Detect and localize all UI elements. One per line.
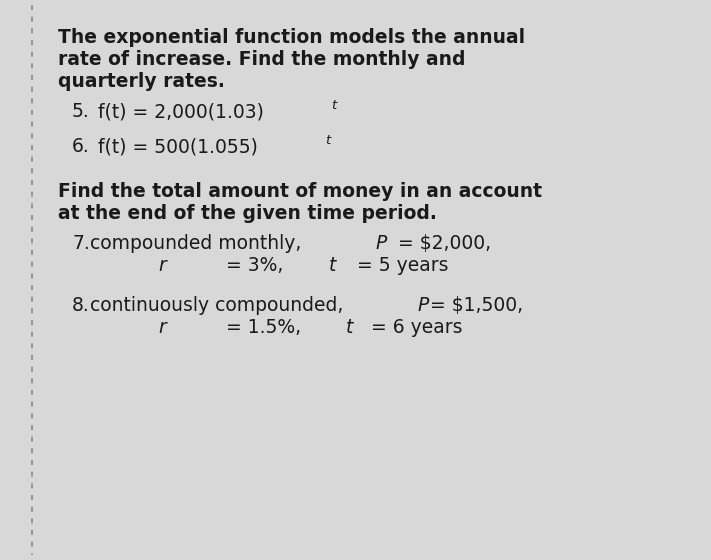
- Text: r: r: [159, 256, 166, 276]
- Text: 6.: 6.: [72, 137, 90, 156]
- Text: 7.: 7.: [72, 235, 90, 253]
- Text: t: t: [346, 318, 353, 337]
- Text: = 5 years: = 5 years: [351, 256, 448, 276]
- Text: at the end of the given time period.: at the end of the given time period.: [58, 204, 437, 223]
- Text: P: P: [418, 296, 429, 315]
- Text: r: r: [159, 318, 166, 337]
- Text: rate of increase. Find the monthly and: rate of increase. Find the monthly and: [58, 50, 466, 69]
- Text: = 3%,: = 3%,: [220, 256, 289, 276]
- Text: continuously compounded,: continuously compounded,: [90, 296, 349, 315]
- Text: = 6 years: = 6 years: [365, 318, 462, 337]
- Text: t: t: [328, 256, 336, 276]
- Text: 8.: 8.: [72, 296, 90, 315]
- Text: The exponential function models the annual: The exponential function models the annu…: [58, 28, 525, 47]
- Text: quarterly rates.: quarterly rates.: [58, 72, 225, 91]
- Text: Find the total amount of money in an account: Find the total amount of money in an acc…: [58, 183, 542, 202]
- Text: f(t) = 2,000(1.03): f(t) = 2,000(1.03): [98, 102, 264, 121]
- Text: t: t: [325, 134, 330, 147]
- Text: P: P: [376, 235, 387, 253]
- Text: = 1.5%,: = 1.5%,: [220, 318, 306, 337]
- Text: compounded monthly,: compounded monthly,: [90, 235, 307, 253]
- Text: 5.: 5.: [72, 102, 90, 121]
- Text: = $1,500,: = $1,500,: [424, 296, 523, 315]
- Text: t: t: [331, 99, 336, 112]
- Text: f(t) = 500(1.055): f(t) = 500(1.055): [98, 137, 258, 156]
- Text: = $2,000,: = $2,000,: [392, 235, 491, 253]
